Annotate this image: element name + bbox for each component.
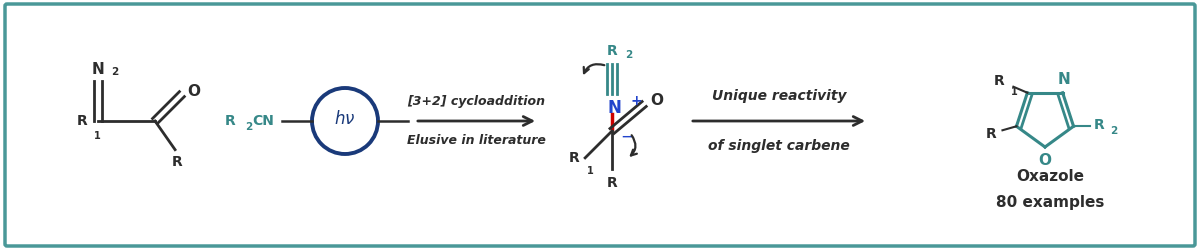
Text: R: R [994,74,1004,88]
Text: Elusive in literature: Elusive in literature [407,134,546,147]
Text: R: R [569,151,580,165]
Text: CN: CN [252,114,274,128]
Text: +: + [630,94,642,108]
Text: R: R [77,114,88,128]
Text: 2: 2 [1110,126,1117,136]
Text: N: N [607,99,620,117]
Text: N: N [1057,72,1070,87]
Text: O: O [650,92,664,108]
Text: R: R [607,44,617,58]
Text: 2: 2 [245,122,252,132]
Text: R: R [607,176,617,190]
Text: R: R [172,155,182,169]
Text: R: R [224,114,235,128]
Text: 80 examples: 80 examples [996,195,1104,210]
Text: 2: 2 [625,50,632,60]
Text: 1: 1 [94,131,101,141]
Text: Unique reactivity: Unique reactivity [712,89,846,103]
Text: R: R [985,127,996,141]
Text: [3+2] cycloaddition: [3+2] cycloaddition [408,95,546,108]
Text: O: O [1038,153,1051,168]
Text: 2: 2 [110,67,119,77]
Text: of singlet carbene: of singlet carbene [708,139,850,153]
Text: $h\nu$: $h\nu$ [335,110,355,128]
Text: 1: 1 [1012,87,1018,97]
Text: 1: 1 [587,166,594,176]
Text: −: − [620,128,634,146]
Text: N: N [91,62,104,77]
Text: Oxazole: Oxazole [1016,169,1084,184]
Text: O: O [187,84,200,99]
FancyBboxPatch shape [5,4,1195,246]
Text: R: R [1093,118,1104,132]
